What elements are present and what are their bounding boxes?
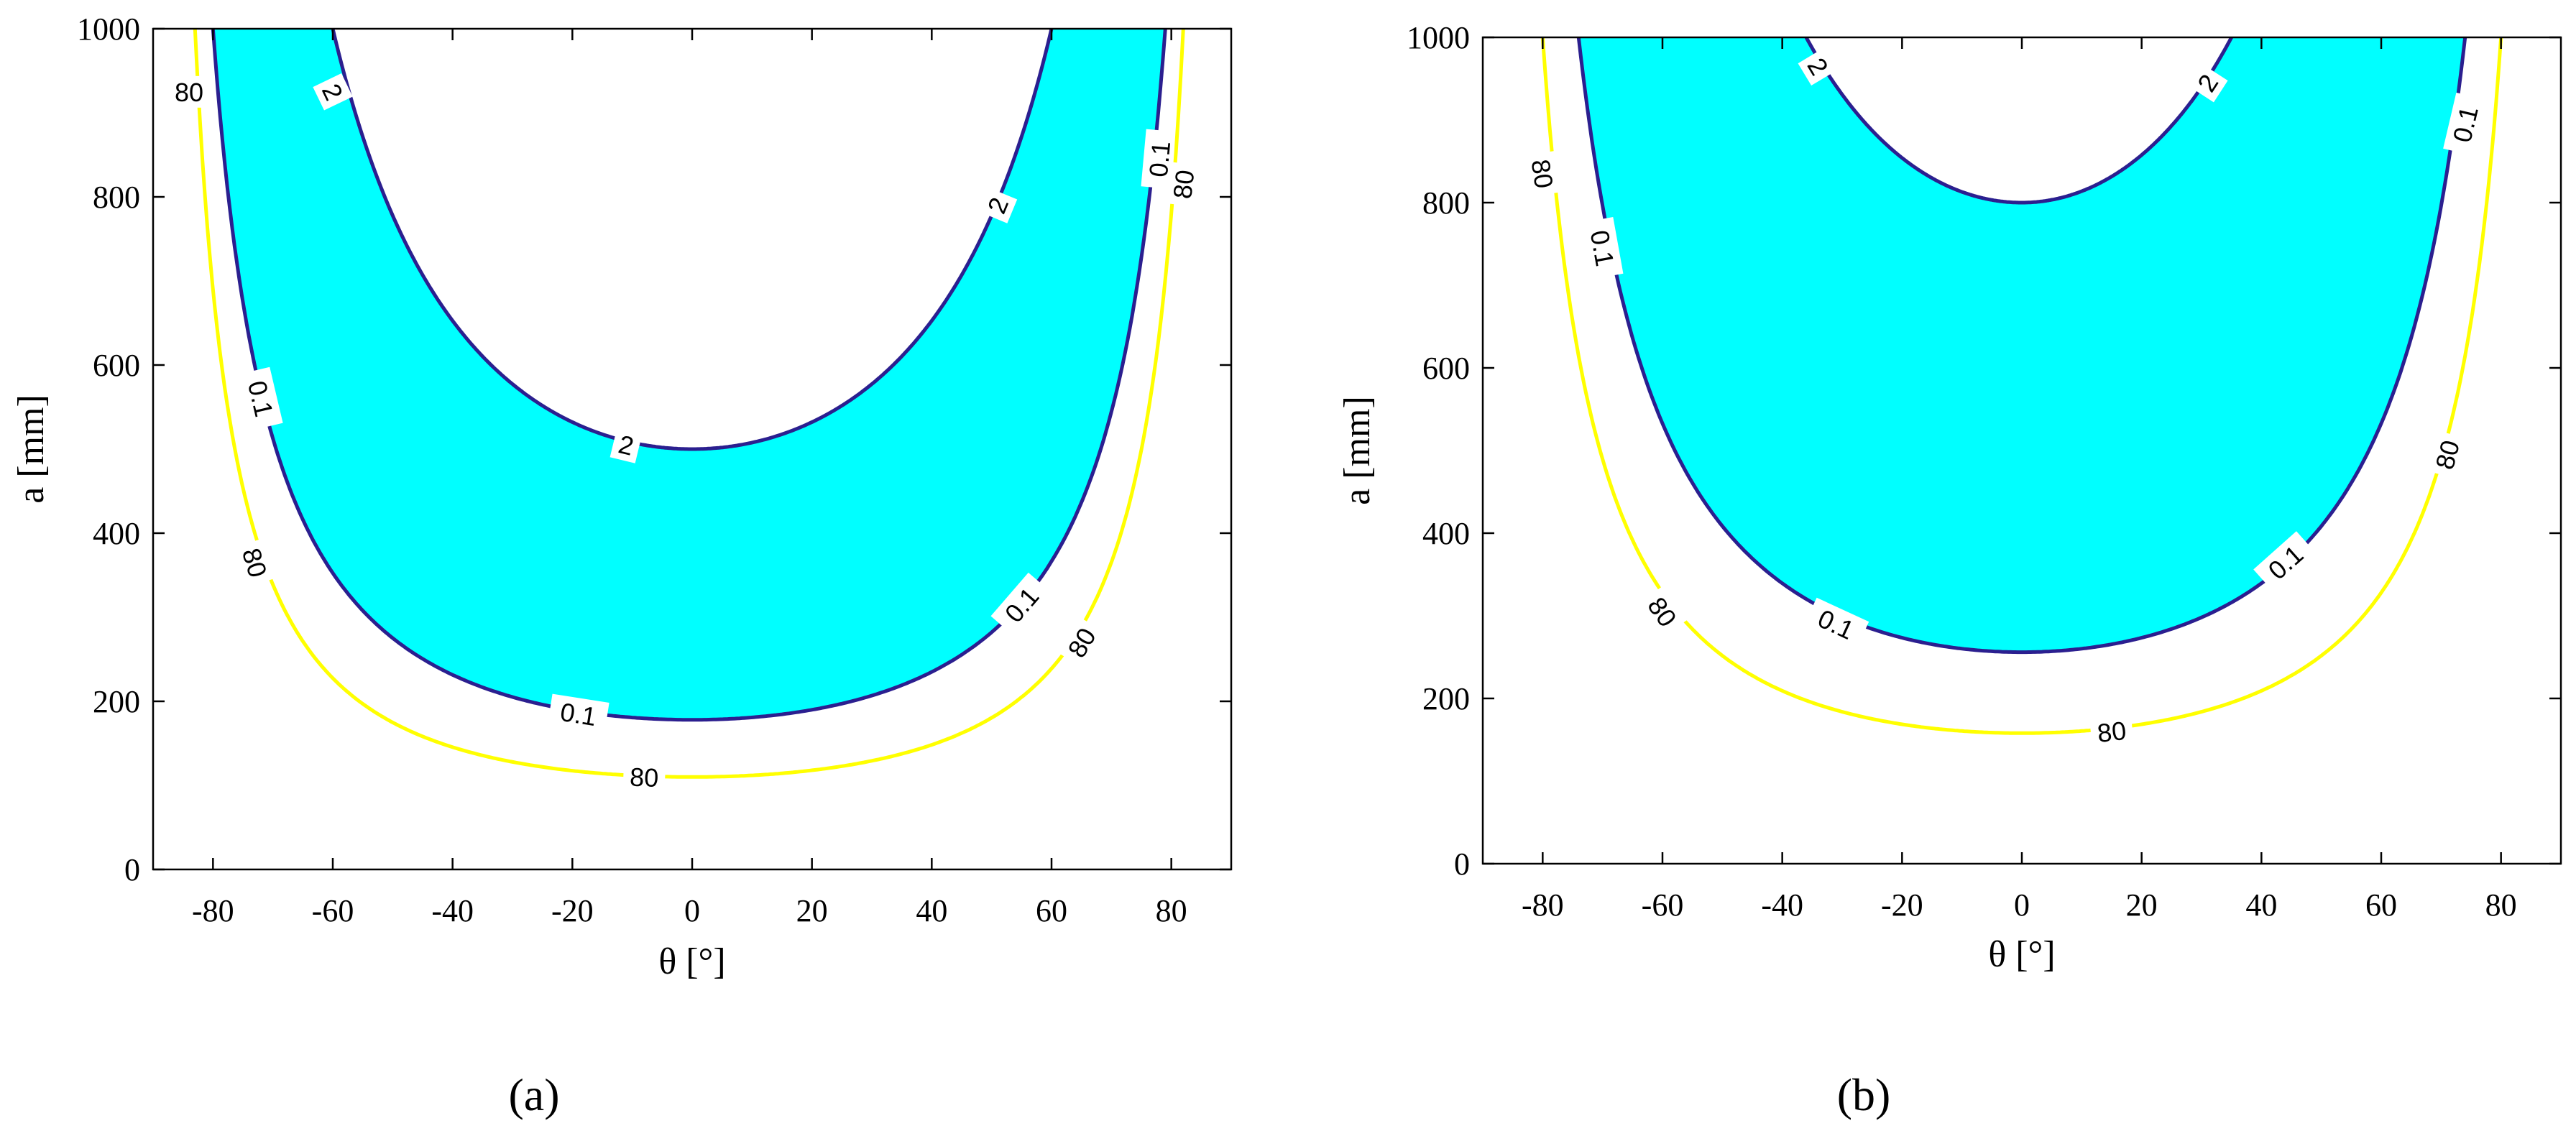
y-axis-label: a [mm] — [11, 394, 52, 504]
contour-label-80: 80 — [622, 760, 666, 794]
contour-line-80 — [1540, 37, 2503, 735]
y-tick-label: 600 — [93, 348, 140, 383]
x-tick-label: -60 — [1642, 887, 1684, 923]
contour-label-text: 0.1 — [558, 697, 599, 731]
contour-label-text: 0.1 — [1585, 228, 1620, 269]
contour-label-bg — [1165, 162, 1202, 207]
contour-label-bg — [610, 426, 643, 463]
x-tick-label: -20 — [1881, 887, 1923, 923]
contour-line-2 — [331, 29, 1054, 451]
contour-label-bg — [1798, 47, 1839, 86]
panel-label: (a) — [508, 1069, 559, 1120]
x-axis-label: θ [°] — [658, 941, 725, 982]
x-tick-label: -40 — [431, 893, 474, 928]
contour-label-0-1: 0.1 — [239, 366, 283, 430]
y-tick-label: 400 — [1422, 516, 1470, 551]
contour-label-bg — [1057, 616, 1106, 669]
contour-label-80: 80 — [234, 537, 277, 588]
contour-label-bg — [1637, 585, 1688, 638]
x-tick-label: 40 — [916, 893, 947, 928]
contour-label-bg — [2253, 531, 2318, 594]
contour-label-text: 80 — [175, 78, 203, 107]
x-tick-label: -20 — [551, 893, 594, 928]
contour-label-bg — [2089, 713, 2135, 750]
contour-label-bg — [1581, 217, 1624, 280]
y-tick-label: 400 — [93, 516, 140, 551]
y-tick-label: 800 — [93, 180, 140, 215]
panel-label: (b) — [1837, 1069, 1891, 1120]
contour-label-bg — [978, 187, 1018, 223]
x-tick-label: 60 — [1036, 893, 1067, 928]
y-tick-label: 1000 — [1407, 20, 1470, 55]
x-tick-label: 0 — [2014, 887, 2030, 923]
x-axis-label: θ [°] — [1988, 934, 2055, 975]
y-tick-label: 200 — [1422, 681, 1470, 716]
contour-line-0-1 — [1576, 37, 2467, 655]
x-tick-label: 0 — [684, 893, 700, 928]
contour-label-bg — [313, 73, 353, 111]
contour-label-80: 80 — [1165, 162, 1202, 207]
contour-label-bg — [234, 537, 277, 588]
x-tick-label: 80 — [2485, 887, 2517, 923]
contour-label-bg — [1803, 597, 1869, 651]
filled-region — [213, 29, 1166, 720]
x-tick-label: 80 — [1156, 893, 1187, 928]
y-tick-label: 1000 — [77, 11, 140, 47]
y-tick-label: 800 — [1422, 185, 1470, 221]
contour-label-0-1: 0.1 — [1581, 217, 1624, 280]
filled-region — [1578, 37, 2465, 652]
y-axis-label: a [mm] — [1337, 396, 1378, 505]
contour-label-bg — [239, 366, 283, 430]
y-tick-label: 600 — [1422, 351, 1470, 386]
contour-label-text: 80 — [2096, 716, 2128, 748]
contour-label-bg — [2426, 430, 2468, 479]
contour-label-80: 80 — [2089, 713, 2135, 750]
contour-label-text: 80 — [629, 762, 659, 793]
x-tick-label: 20 — [796, 893, 828, 928]
contour-label-bg — [168, 75, 210, 108]
x-tick-label: -80 — [192, 893, 234, 928]
x-tick-label: 40 — [2245, 887, 2277, 923]
x-tick-label: -60 — [312, 893, 354, 928]
x-tick-label: 60 — [2365, 887, 2397, 923]
contour-label-80: 80 — [1524, 150, 1562, 197]
contour-line-2 — [1804, 37, 2233, 205]
contour-label-bg — [2443, 92, 2488, 156]
contour-label-2: 2 — [610, 426, 643, 463]
contour-label-2: 2 — [313, 73, 353, 111]
y-tick-label: 0 — [124, 852, 140, 887]
contour-label-bg — [990, 572, 1053, 637]
x-tick-label: -40 — [1761, 887, 1803, 923]
x-tick-label: 20 — [2126, 887, 2158, 923]
x-tick-label: -80 — [1522, 887, 1564, 923]
contour-label-bg — [622, 760, 666, 794]
contour-label-bg — [1524, 150, 1562, 197]
contour-label-0-1: 0.1 — [2443, 92, 2488, 156]
contour-label-text: 80 — [1167, 168, 1200, 200]
contour-line-80 — [193, 29, 1185, 779]
y-tick-label: 0 — [1454, 846, 1470, 882]
y-tick-label: 200 — [93, 684, 140, 719]
contour-label-bg — [547, 693, 610, 734]
contour-label-2: 2 — [978, 187, 1018, 223]
contour-label-80: 80 — [2426, 430, 2468, 479]
contour-label-0-1: 0.1 — [547, 693, 610, 734]
contour-label-bg — [2187, 63, 2228, 103]
contour-label-text: 80 — [1526, 157, 1559, 190]
contour-label-80: 80 — [168, 75, 210, 108]
